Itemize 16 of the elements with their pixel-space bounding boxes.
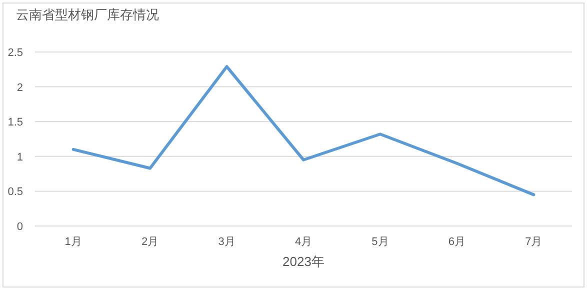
y-tick-label: 0.5 (8, 186, 23, 198)
chart-title: 云南省型材钢厂库存情况 (16, 7, 159, 22)
x-tick-label: 4月 (294, 236, 312, 248)
line-series (72, 65, 536, 196)
y-tick-label: 2.5 (8, 47, 23, 59)
y-tick-label: 1.5 (8, 116, 23, 129)
x-tick-label: 7月 (525, 236, 542, 248)
x-axis-title: 2023年 (282, 254, 324, 269)
x-tick-label: 1月 (64, 236, 82, 248)
y-tick-label: 2 (16, 82, 23, 94)
x-tick-label: 2月 (142, 236, 159, 248)
x-tick-label: 6月 (448, 236, 466, 248)
x-tick-label: 5月 (372, 236, 389, 248)
x-tick-label: 3月 (218, 236, 236, 248)
y-tick-label: 1 (16, 151, 23, 164)
y-tick-label: 0 (16, 221, 23, 233)
